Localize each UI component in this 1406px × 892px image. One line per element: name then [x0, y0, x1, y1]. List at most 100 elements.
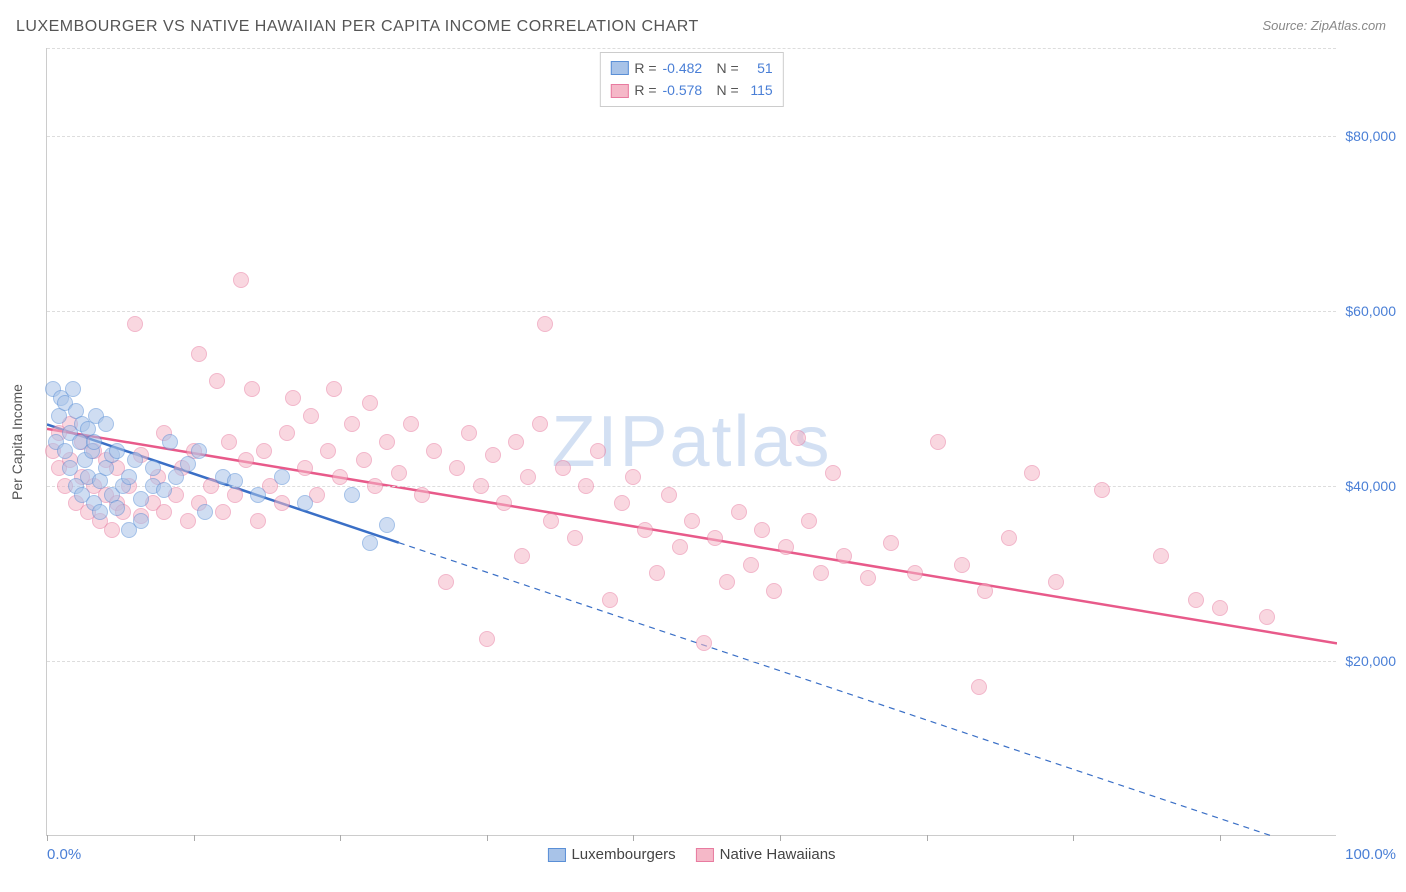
- scatter-point: [227, 473, 243, 489]
- scatter-point: [121, 469, 137, 485]
- scatter-point: [555, 460, 571, 476]
- scatter-point: [672, 539, 688, 555]
- scatter-point: [496, 495, 512, 511]
- scatter-point: [332, 469, 348, 485]
- x-tick: [47, 835, 48, 841]
- scatter-point: [625, 469, 641, 485]
- scatter-point: [567, 530, 583, 546]
- scatter-point: [197, 504, 213, 520]
- chart-title: LUXEMBOURGER VS NATIVE HAWAIIAN PER CAPI…: [16, 18, 699, 36]
- scatter-point: [250, 513, 266, 529]
- scatter-point: [156, 482, 172, 498]
- scatter-point: [426, 443, 442, 459]
- trendlines-svg: [47, 48, 1337, 836]
- x-tick: [194, 835, 195, 841]
- x-axis-max-label: 100.0%: [1345, 846, 1396, 863]
- y-tick-label: $40,000: [1345, 478, 1396, 494]
- scatter-point: [168, 469, 184, 485]
- scatter-point: [743, 557, 759, 573]
- scatter-point: [209, 373, 225, 389]
- legend-swatch-pink: [696, 848, 714, 862]
- legend-top-row-2: R = -0.578 N = 115: [610, 79, 772, 101]
- scatter-point: [86, 434, 102, 450]
- scatter-point: [92, 504, 108, 520]
- scatter-point: [930, 434, 946, 450]
- scatter-point: [907, 565, 923, 581]
- scatter-point: [133, 491, 149, 507]
- scatter-point: [274, 495, 290, 511]
- scatter-point: [297, 460, 313, 476]
- scatter-point: [109, 500, 125, 516]
- x-axis-min-label: 0.0%: [47, 846, 81, 863]
- x-tick: [1073, 835, 1074, 841]
- scatter-point: [1094, 482, 1110, 498]
- legend-bottom-item-1: Luxembourgers: [547, 846, 675, 863]
- scatter-point: [1048, 574, 1064, 590]
- scatter-point: [766, 583, 782, 599]
- y-tick-label: $80,000: [1345, 128, 1396, 144]
- scatter-point: [414, 487, 430, 503]
- legend-n-value-2: 115: [745, 79, 773, 101]
- scatter-point: [65, 381, 81, 397]
- scatter-point: [344, 487, 360, 503]
- scatter-point: [362, 395, 378, 411]
- legend-n-label: N =: [717, 57, 739, 79]
- scatter-point: [98, 416, 114, 432]
- scatter-point: [1212, 600, 1228, 616]
- scatter-point: [215, 504, 231, 520]
- scatter-point: [537, 316, 553, 332]
- scatter-point: [707, 530, 723, 546]
- x-tick: [487, 835, 488, 841]
- scatter-point: [285, 390, 301, 406]
- scatter-point: [778, 539, 794, 555]
- scatter-point: [813, 565, 829, 581]
- scatter-point: [461, 425, 477, 441]
- legend-bottom-label-2: Native Hawaiians: [720, 846, 836, 863]
- scatter-point: [485, 447, 501, 463]
- scatter-point: [62, 460, 78, 476]
- scatter-point: [696, 635, 712, 651]
- scatter-point: [279, 425, 295, 441]
- scatter-point: [836, 548, 852, 564]
- scatter-point: [438, 574, 454, 590]
- scatter-point: [684, 513, 700, 529]
- scatter-point: [719, 574, 735, 590]
- legend-swatch-blue: [610, 61, 628, 75]
- scatter-point: [883, 535, 899, 551]
- x-tick: [1220, 835, 1221, 841]
- scatter-point: [362, 535, 378, 551]
- plot-area: ZIPatlas Per Capita Income 0.0% 100.0% R…: [46, 48, 1336, 836]
- legend-top-row-1: R = -0.482 N = 51: [610, 57, 772, 79]
- scatter-point: [127, 452, 143, 468]
- scatter-point: [250, 487, 266, 503]
- scatter-point: [449, 460, 465, 476]
- scatter-point: [238, 452, 254, 468]
- scatter-point: [379, 434, 395, 450]
- watermark: ZIPatlas: [551, 401, 831, 483]
- scatter-point: [479, 631, 495, 647]
- scatter-point: [473, 478, 489, 494]
- legend-swatch-blue: [547, 848, 565, 862]
- scatter-point: [520, 469, 536, 485]
- scatter-point: [244, 381, 260, 397]
- scatter-point: [320, 443, 336, 459]
- scatter-point: [977, 583, 993, 599]
- legend-top: R = -0.482 N = 51 R = -0.578 N = 115: [599, 52, 783, 107]
- scatter-point: [403, 416, 419, 432]
- x-tick: [927, 835, 928, 841]
- scatter-point: [104, 522, 120, 538]
- scatter-point: [274, 469, 290, 485]
- scatter-point: [180, 513, 196, 529]
- gridline-h: [47, 311, 1336, 312]
- y-tick-label: $20,000: [1345, 653, 1396, 669]
- scatter-point: [156, 504, 172, 520]
- scatter-point: [971, 679, 987, 695]
- scatter-point: [367, 478, 383, 494]
- legend-bottom-label-1: Luxembourgers: [571, 846, 675, 863]
- scatter-point: [344, 416, 360, 432]
- gridline-h: [47, 136, 1336, 137]
- scatter-point: [109, 443, 125, 459]
- scatter-point: [602, 592, 618, 608]
- scatter-point: [1259, 609, 1275, 625]
- x-tick: [340, 835, 341, 841]
